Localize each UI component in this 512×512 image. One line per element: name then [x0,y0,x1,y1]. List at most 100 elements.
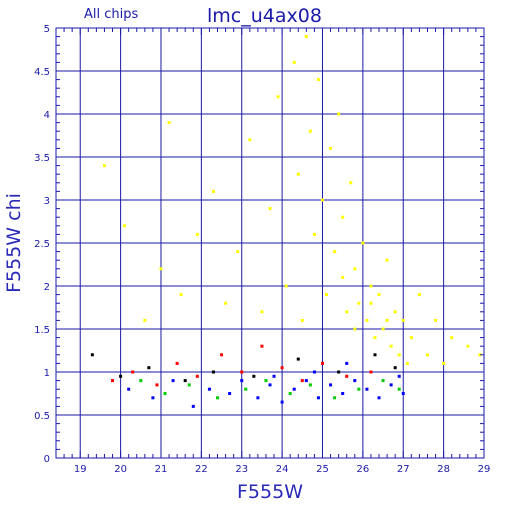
data-point [244,387,248,391]
data-point [288,392,292,395]
data-point [207,387,211,391]
data-point [248,138,252,142]
data-point [280,366,284,370]
data-point [179,293,183,297]
data-point [304,379,308,383]
data-point [211,370,215,374]
x-tick-label: 25 [316,464,329,475]
data-point [385,318,389,322]
grid [56,27,485,459]
data-points [90,35,482,408]
data-point [272,374,276,378]
data-point [143,318,147,322]
data-point [280,400,284,404]
x-tick-label: 23 [235,464,248,475]
x-tick-label: 19 [74,464,87,475]
data-point [240,379,244,383]
data-point [333,250,337,254]
data-point [409,336,413,340]
data-point [216,396,220,400]
data-point [365,387,369,391]
x-tick-label: 26 [357,464,370,475]
data-point [478,353,482,357]
data-point [381,327,385,331]
y-tick-label: 1 [44,368,50,379]
data-point [171,379,175,383]
data-point [369,370,373,374]
data-point [211,189,215,193]
y-tick-label: 3 [44,196,50,207]
data-point [300,379,304,383]
data-point [111,379,115,383]
data-point [320,198,324,202]
data-point [139,379,143,383]
x-tick-label: 24 [276,464,289,475]
data-point [337,370,341,374]
data-point [268,383,272,387]
data-point [341,275,345,279]
data-point [300,318,304,322]
tick-marks [55,27,485,459]
y-tick-label: 5 [44,24,50,35]
data-point [316,78,320,82]
data-point [151,396,155,400]
data-point [304,35,308,39]
y-tick-label: 1.5 [34,325,50,336]
data-point [373,336,377,340]
data-point [308,129,312,133]
data-point [320,361,324,365]
data-point [187,383,191,387]
data-point [361,241,365,245]
x-tick-label: 29 [478,464,491,475]
x-tick-label: 28 [437,464,450,475]
data-point [159,267,163,271]
data-point [292,387,296,391]
data-point [147,366,151,370]
y-tick-label: 2.5 [34,239,50,250]
data-point [131,370,135,374]
data-point [333,396,337,400]
data-point [284,284,288,288]
data-point [256,396,260,400]
data-point [163,392,167,395]
data-point [393,366,397,370]
y-axis-title: F555W chi [3,193,25,293]
data-point [119,374,123,378]
data-point [175,361,179,365]
data-point [353,379,357,383]
data-point [357,387,361,391]
data-point [341,392,345,395]
data-point [389,383,393,387]
data-point [365,318,369,322]
data-point [341,215,345,219]
data-point [102,164,106,168]
data-point [353,267,357,271]
data-point [183,379,187,383]
data-point [385,258,389,262]
data-point [369,284,373,288]
data-point [329,146,333,150]
y-tick-label: 2 [44,282,50,293]
y-tick-label: 3.5 [34,153,50,164]
data-point [345,374,349,378]
x-tick-labels: 19 20 21 22 23 24 25 26 27 28 29 [74,464,491,475]
data-point [393,310,397,314]
data-point [329,383,333,387]
data-point [345,361,349,365]
data-point [405,361,409,365]
data-point [276,95,280,99]
data-point [195,232,199,236]
data-point [312,232,316,236]
data-point [155,383,159,387]
y-tick-label: 4 [44,110,50,121]
data-point [357,301,361,305]
data-point [397,374,401,378]
data-point [167,121,171,125]
y-tick-label: 0.5 [34,411,50,422]
x-axis-title: F555W [237,481,303,503]
data-point [268,207,272,211]
data-point [260,344,264,348]
data-point [127,387,131,391]
data-point [397,387,401,391]
